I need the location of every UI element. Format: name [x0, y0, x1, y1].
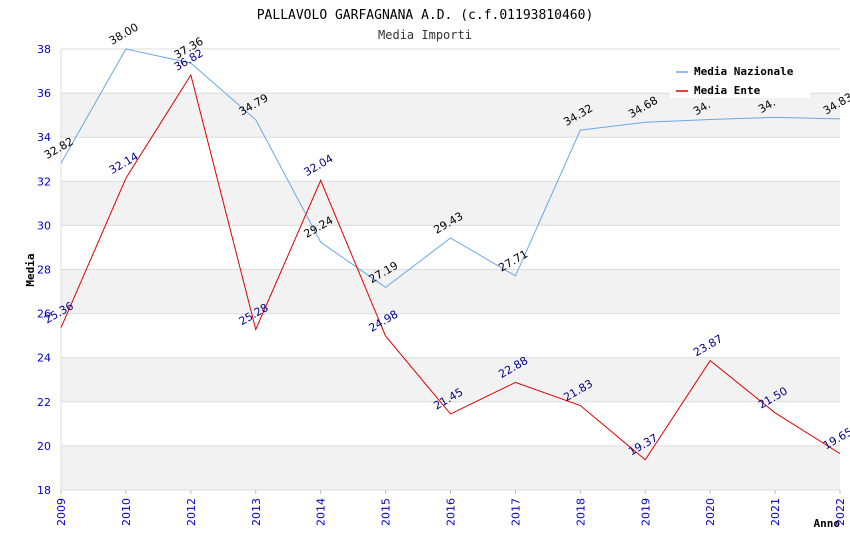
- data-label: 32.14: [107, 150, 141, 177]
- grid-band: [61, 93, 840, 138]
- y-tick-label: 34: [37, 131, 51, 144]
- y-tick-label: 32: [37, 175, 51, 188]
- x-tick-label: 2018: [574, 498, 587, 526]
- x-tick-label: 2022: [834, 498, 847, 526]
- data-label: 25.36: [42, 299, 76, 326]
- x-axis-title: Anno: [814, 517, 841, 530]
- chart-subtitle: Media Importi: [378, 28, 472, 42]
- legend-label-nazionale: Media Nazionale: [694, 65, 794, 78]
- data-label: 23.87: [691, 332, 725, 359]
- y-tick-label: 36: [37, 87, 51, 100]
- x-tick-label: 2014: [315, 498, 328, 526]
- x-tick-label: 2012: [185, 498, 198, 526]
- x-tick-label: 2015: [380, 498, 393, 526]
- x-tick-label: 2016: [445, 498, 458, 526]
- grid-band: [61, 269, 840, 314]
- x-tick-label: 2017: [509, 498, 522, 526]
- series-line-ente: [60, 73, 841, 461]
- legend-box: [670, 60, 810, 98]
- data-label: 32.04: [302, 152, 336, 179]
- x-tick-label: 2021: [769, 498, 782, 526]
- y-tick-label: 28: [37, 264, 51, 277]
- x-tick-label: 2013: [250, 498, 263, 526]
- y-tick-label: 18: [37, 484, 51, 497]
- y-tick-label: 26: [37, 308, 51, 321]
- x-tick-label: 2020: [704, 498, 717, 526]
- legend: Media Nazionale Media Ente: [670, 60, 810, 98]
- grid-band: [61, 181, 840, 226]
- series-group: [60, 48, 841, 461]
- series-line-nazionale: [60, 48, 841, 288]
- y-tick-label: 30: [37, 219, 51, 232]
- x-tick-label: 2010: [120, 498, 133, 526]
- y-tick-label: 24: [37, 352, 51, 365]
- grid-band: [61, 357, 840, 402]
- y-tick-label: 20: [37, 440, 51, 453]
- chart-title: PALLAVOLO GARFAGNANA A.D. (c.f.011938104…: [257, 8, 594, 23]
- y-tick-label: 38: [37, 43, 51, 56]
- x-tick-label: 2009: [55, 498, 68, 526]
- legend-label-ente: Media Ente: [694, 84, 761, 97]
- y-axis-ticks: 18 20 22 24 26 28 30 32 34 36 38: [37, 43, 51, 497]
- data-label: 38.00: [107, 21, 141, 48]
- grid-band: [61, 445, 840, 490]
- y-tick-label: 22: [37, 396, 51, 409]
- grid-lines: [60, 48, 841, 494]
- y-axis-title: Media: [24, 253, 37, 286]
- x-axis-ticks: 2009 2010 2012 2013 2014 2015 2016 2017 2018 2019…: [55, 498, 847, 526]
- x-tick-label: 2019: [639, 498, 652, 526]
- grid-bands: [61, 93, 840, 490]
